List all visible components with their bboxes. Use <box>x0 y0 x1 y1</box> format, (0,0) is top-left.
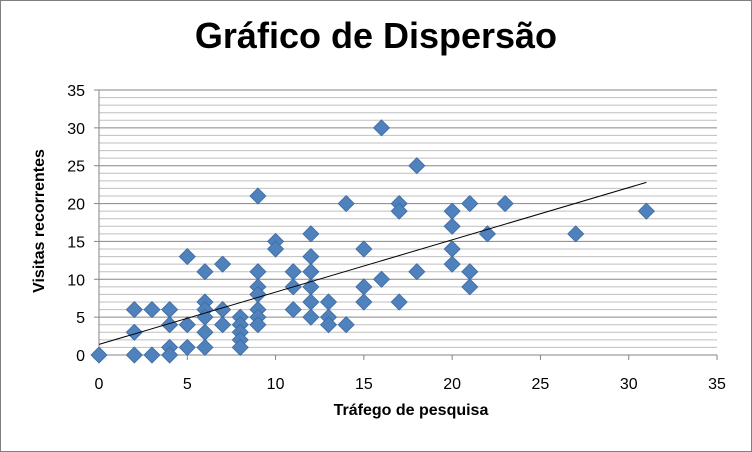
data-point <box>249 263 267 281</box>
data-point <box>90 346 108 364</box>
data-point <box>284 301 302 319</box>
data-point <box>196 323 214 341</box>
data-point <box>302 248 320 266</box>
chart-title: Gráfico de Dispersão <box>194 15 558 56</box>
data-point <box>443 255 461 273</box>
data-point <box>408 263 426 281</box>
data-point <box>372 119 391 137</box>
data-point <box>355 240 373 258</box>
x-tick-label: 0 <box>95 376 104 393</box>
data-point <box>231 338 249 356</box>
y-tick-label: 0 <box>76 348 85 365</box>
data-point <box>302 263 320 281</box>
x-tick-label: 15 <box>355 376 373 393</box>
y-tick-label: 5 <box>76 310 85 327</box>
data-point <box>161 346 179 364</box>
y-tick-label: 30 <box>67 121 85 138</box>
data-point <box>284 263 302 281</box>
x-tick-label: 25 <box>532 376 550 393</box>
data-point <box>461 263 479 281</box>
x-axis-title: Tráfego de pesquisa <box>333 402 489 419</box>
data-point <box>267 240 285 258</box>
y-tick-label: 10 <box>67 272 85 289</box>
data-point <box>214 316 232 334</box>
data-point <box>567 225 585 243</box>
data-point <box>390 202 408 220</box>
x-tick-label: 10 <box>267 376 285 393</box>
y-axis-title: Visitas recorrentes <box>31 149 48 293</box>
data-point <box>319 293 338 311</box>
data-point <box>249 316 267 334</box>
data-point <box>125 323 143 341</box>
data-point <box>390 293 408 311</box>
trendline <box>98 181 647 345</box>
data-point <box>214 255 232 273</box>
data-point <box>143 346 161 364</box>
data-point <box>443 240 461 258</box>
data-point <box>161 301 179 319</box>
data-point <box>461 278 479 296</box>
data-point <box>355 293 373 311</box>
x-tick-label: 35 <box>708 376 726 393</box>
y-tick-label: 20 <box>67 197 85 214</box>
y-tick-label: 35 <box>67 83 85 100</box>
data-point <box>178 248 196 266</box>
data-point <box>637 202 655 220</box>
data-point <box>302 293 320 311</box>
data-point <box>337 316 355 334</box>
x-tick-label: 30 <box>620 376 638 393</box>
data-point <box>143 301 161 319</box>
data-point <box>408 157 426 175</box>
y-tick-label: 15 <box>67 234 85 251</box>
data-point <box>178 338 196 356</box>
data-point <box>443 202 461 220</box>
x-tick-label: 20 <box>443 376 461 393</box>
data-point <box>196 338 214 356</box>
data-point <box>355 278 373 296</box>
data-point <box>125 301 143 319</box>
data-point <box>337 195 355 213</box>
data-point <box>461 195 479 213</box>
data-point <box>196 263 214 281</box>
data-point <box>443 217 461 235</box>
data-point <box>496 195 514 213</box>
data-point <box>302 308 320 326</box>
data-point <box>372 270 391 288</box>
data-point <box>319 316 338 334</box>
y-tick-label: 25 <box>67 159 85 176</box>
data-point <box>302 225 320 243</box>
data-point <box>125 346 143 364</box>
x-tick-label: 5 <box>183 376 192 393</box>
data-point <box>178 316 196 334</box>
data-point <box>249 187 267 205</box>
